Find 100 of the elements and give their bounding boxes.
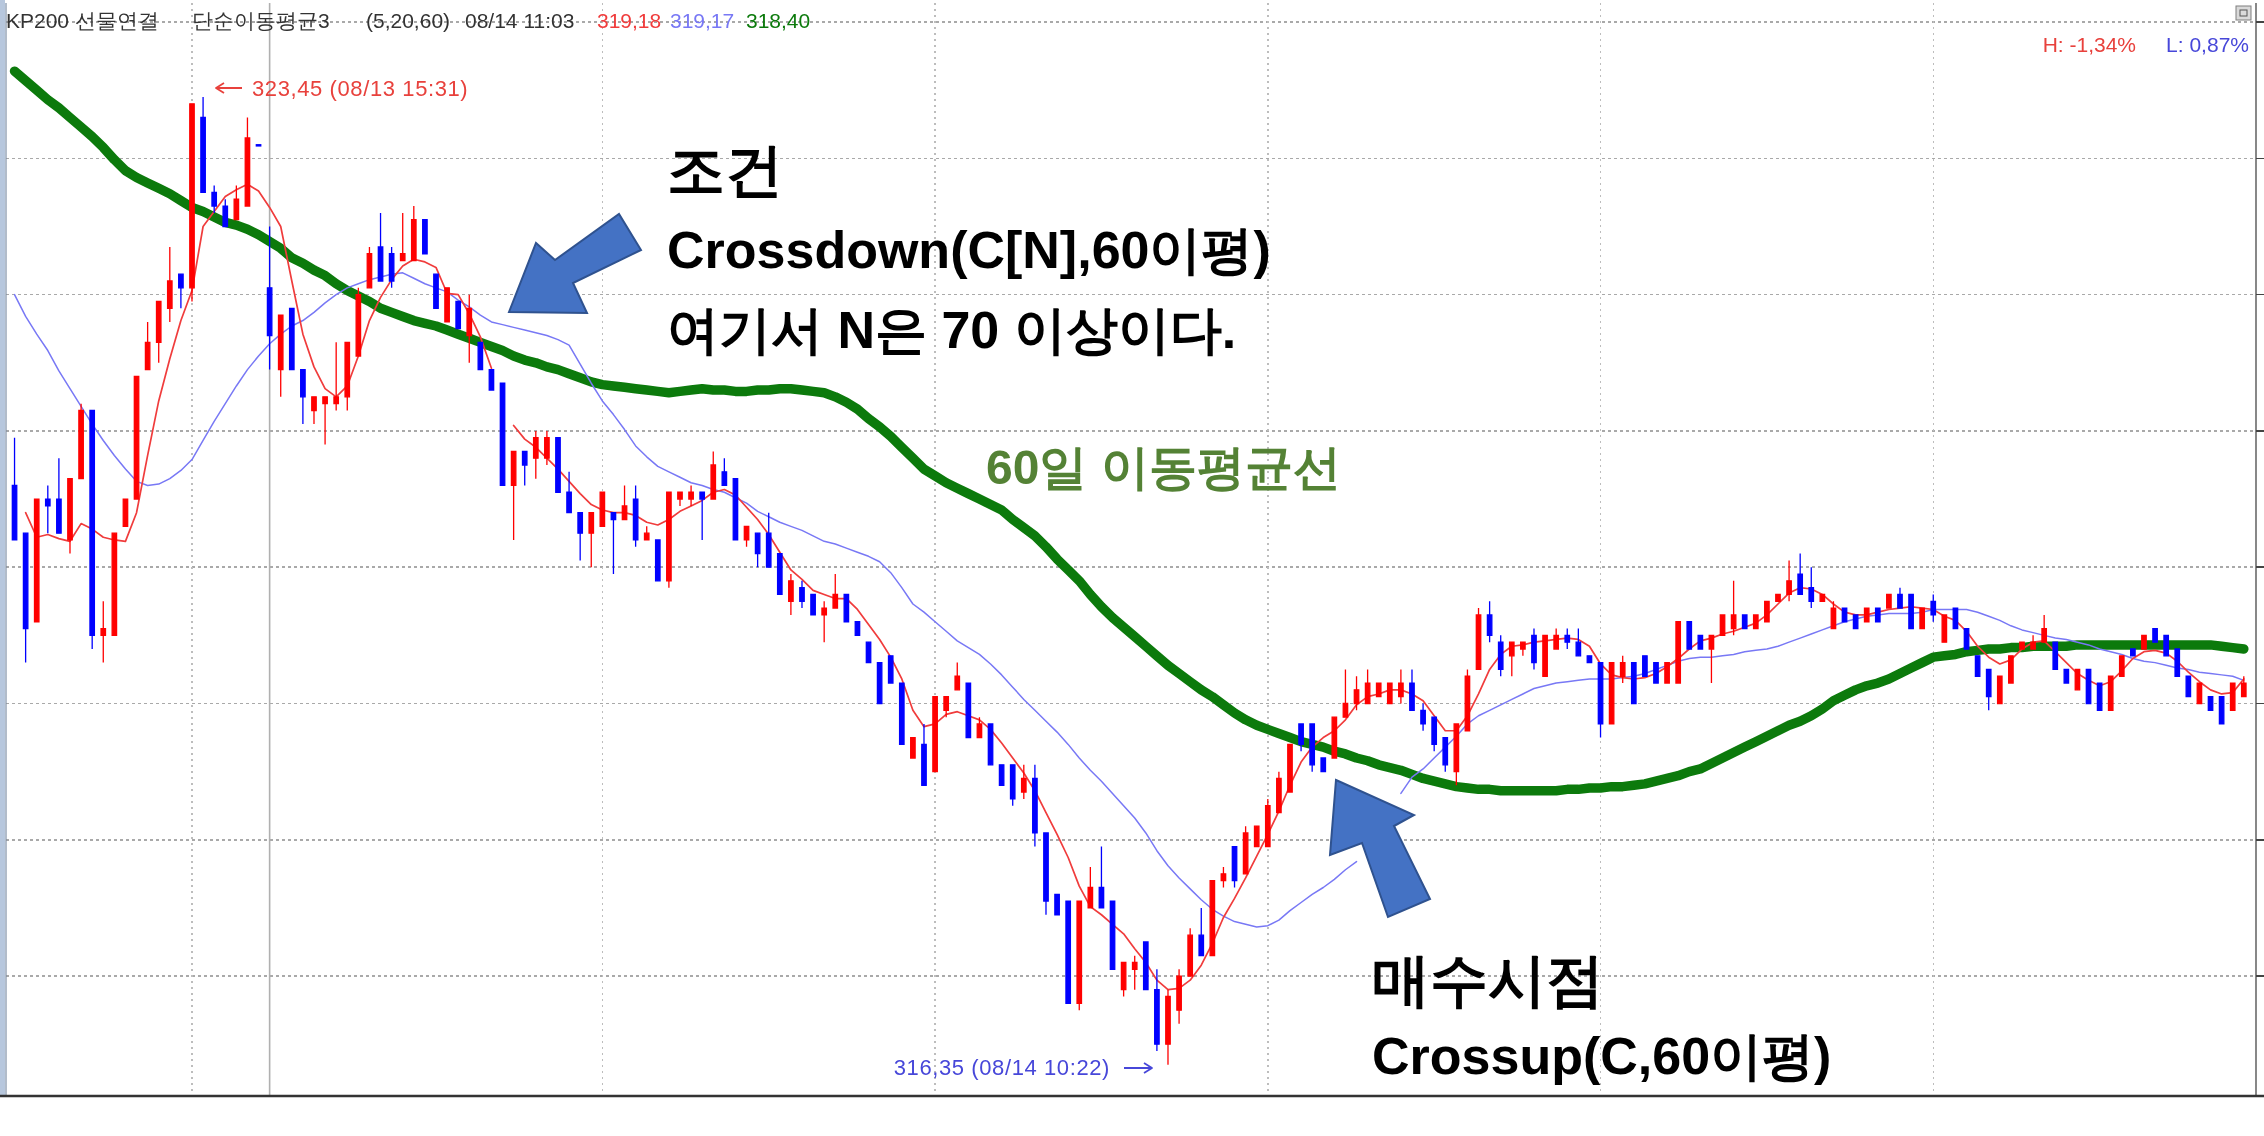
candlestick bbox=[1342, 668, 1349, 718]
annotation: Crossdown(C[N],60이평) bbox=[667, 221, 1271, 279]
annotation: 조건 bbox=[667, 137, 783, 202]
candlestick bbox=[266, 225, 273, 371]
candlestick bbox=[311, 396, 317, 425]
candlestick bbox=[444, 287, 450, 323]
candlestick bbox=[1386, 682, 1393, 705]
candlestick bbox=[1087, 866, 1094, 909]
candlestick bbox=[1420, 702, 1426, 732]
candlestick bbox=[666, 491, 672, 589]
candlestick bbox=[1897, 587, 1903, 609]
candlestick bbox=[932, 696, 938, 773]
candlestick bbox=[22, 532, 29, 664]
candlestick bbox=[1497, 634, 1504, 677]
candlestick bbox=[1775, 593, 1781, 602]
annotation: 318,40 bbox=[746, 9, 811, 32]
candlestick bbox=[621, 484, 628, 521]
candlestick bbox=[2118, 655, 2125, 677]
candlestick bbox=[1154, 968, 1160, 1052]
candlestick bbox=[943, 696, 950, 718]
candlestick bbox=[388, 246, 395, 289]
candlestick bbox=[1220, 866, 1227, 889]
candlestick bbox=[178, 273, 184, 309]
candlestick bbox=[799, 580, 805, 609]
annotation: 60일 이동평균선 bbox=[986, 441, 1341, 494]
candlestick bbox=[399, 212, 406, 262]
candlestick bbox=[1442, 736, 1449, 773]
candlestick bbox=[566, 471, 572, 514]
candlestick bbox=[1131, 954, 1138, 991]
candlestick bbox=[1675, 621, 1682, 684]
candlestick bbox=[577, 512, 584, 562]
candlestick bbox=[155, 300, 162, 364]
candlestick bbox=[910, 736, 916, 759]
candlestick bbox=[788, 573, 794, 616]
candlestick bbox=[1253, 825, 1260, 848]
candlestick bbox=[1098, 845, 1105, 909]
candlestick bbox=[1874, 607, 1881, 623]
annotation: 단순이동평균3 bbox=[192, 9, 330, 32]
candlestick bbox=[1453, 723, 1460, 786]
candlestick bbox=[677, 491, 683, 507]
annotation: 여기서 N은 70 이상이다. bbox=[667, 301, 1237, 359]
candlestick bbox=[1431, 716, 1438, 752]
candlestick bbox=[466, 294, 473, 364]
candlestick bbox=[1863, 607, 1870, 623]
candlestick bbox=[2063, 668, 2070, 684]
candlestick bbox=[599, 491, 606, 527]
candlestick bbox=[555, 437, 561, 493]
candlestick bbox=[510, 450, 517, 541]
candlestick bbox=[1032, 764, 1038, 848]
annotation: Crossup(C,60이평) bbox=[1372, 1027, 1832, 1085]
candlestick bbox=[1908, 593, 1914, 630]
candlestick bbox=[2052, 641, 2059, 671]
candlestick bbox=[410, 205, 417, 262]
candlestick bbox=[1264, 798, 1271, 848]
candlestick bbox=[1619, 655, 1626, 684]
annotation: 319,18 bbox=[597, 9, 662, 32]
candlestick bbox=[632, 484, 639, 548]
candlestick bbox=[78, 403, 84, 480]
annotation: 319,17 bbox=[670, 9, 735, 32]
candlestick bbox=[810, 593, 816, 616]
candlestick bbox=[100, 600, 107, 664]
candlestick bbox=[2008, 655, 2014, 684]
candlestick bbox=[688, 484, 694, 507]
candlestick bbox=[144, 321, 151, 371]
candlestick bbox=[2019, 641, 2025, 650]
candlestick bbox=[477, 341, 484, 371]
candlestick bbox=[233, 184, 240, 221]
candlestick bbox=[710, 450, 717, 500]
candlestick bbox=[2030, 634, 2036, 650]
candlestick bbox=[1808, 566, 1815, 609]
candlestick bbox=[1542, 634, 1548, 677]
candlestick bbox=[843, 593, 850, 623]
candlestick bbox=[1886, 593, 1892, 609]
candlestick bbox=[610, 512, 617, 575]
candlestick bbox=[89, 409, 96, 650]
candlestick bbox=[2130, 648, 2136, 657]
candlestick bbox=[2041, 614, 2048, 643]
candlestick bbox=[277, 314, 284, 398]
candlestick bbox=[1209, 880, 1216, 957]
candlestick bbox=[1531, 627, 1537, 671]
candlestick bbox=[166, 246, 173, 323]
candlestick bbox=[1797, 552, 1804, 596]
candlestick bbox=[1020, 764, 1027, 800]
chart-title: KP200 선물연결 bbox=[6, 9, 159, 32]
candlestick bbox=[67, 477, 73, 555]
candlestick bbox=[1564, 627, 1571, 650]
candlestick bbox=[643, 525, 650, 541]
candlestick bbox=[821, 600, 828, 643]
candlestick bbox=[2163, 634, 2170, 657]
candlestick bbox=[1331, 716, 1338, 759]
candlestick bbox=[1165, 989, 1171, 1066]
candlestick bbox=[887, 655, 894, 684]
candlestick bbox=[1176, 968, 1182, 1025]
candlestick bbox=[965, 682, 972, 739]
candlestick bbox=[1642, 655, 1648, 677]
candlestick bbox=[1309, 723, 1316, 773]
candlestick bbox=[111, 532, 118, 637]
candlestick bbox=[1708, 634, 1715, 684]
candlestick bbox=[1996, 675, 2003, 705]
candlestick bbox=[211, 184, 218, 214]
